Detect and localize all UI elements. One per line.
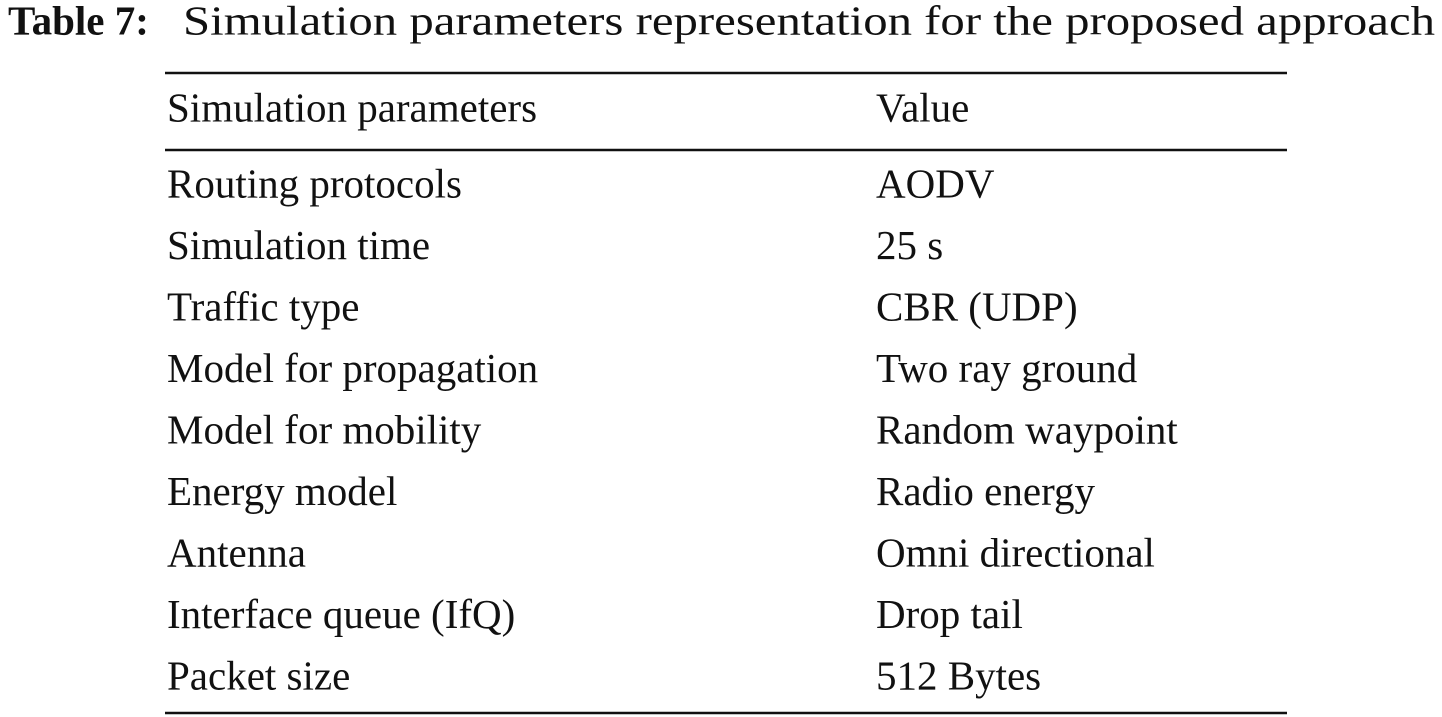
value-cell: AODV (876, 160, 995, 206)
value-cell: 25 s (876, 222, 943, 268)
caption-label: Table 7: (8, 0, 149, 43)
caption-text: Simulation parameters representation for… (183, 0, 1435, 43)
value-cell: Drop tail (876, 591, 1023, 637)
parameter-cell: Routing protocols (167, 160, 462, 206)
value-cell: Radio energy (876, 468, 1095, 514)
parameter-cell: Interface queue (IfQ) (167, 591, 515, 637)
header-cell: Value (876, 84, 969, 130)
parameter-cell: Packet size (167, 652, 350, 698)
value-cell: 512 Bytes (876, 652, 1041, 698)
value-cell: Omni directional (876, 529, 1155, 575)
parameter-cell: Model for mobility (167, 406, 482, 452)
value-cell: Two ray ground (876, 345, 1137, 391)
header-cell: Simulation parameters (167, 84, 537, 130)
parameter-cell: Model for propagation (167, 345, 538, 391)
parameter-cell: Simulation time (167, 222, 430, 268)
parameter-cell: Energy model (167, 468, 397, 514)
value-cell: Random waypoint (876, 406, 1178, 452)
parameter-cell: Traffic type (167, 283, 359, 329)
parameter-cell: Antenna (167, 529, 306, 575)
value-cell: CBR (UDP) (876, 283, 1078, 329)
